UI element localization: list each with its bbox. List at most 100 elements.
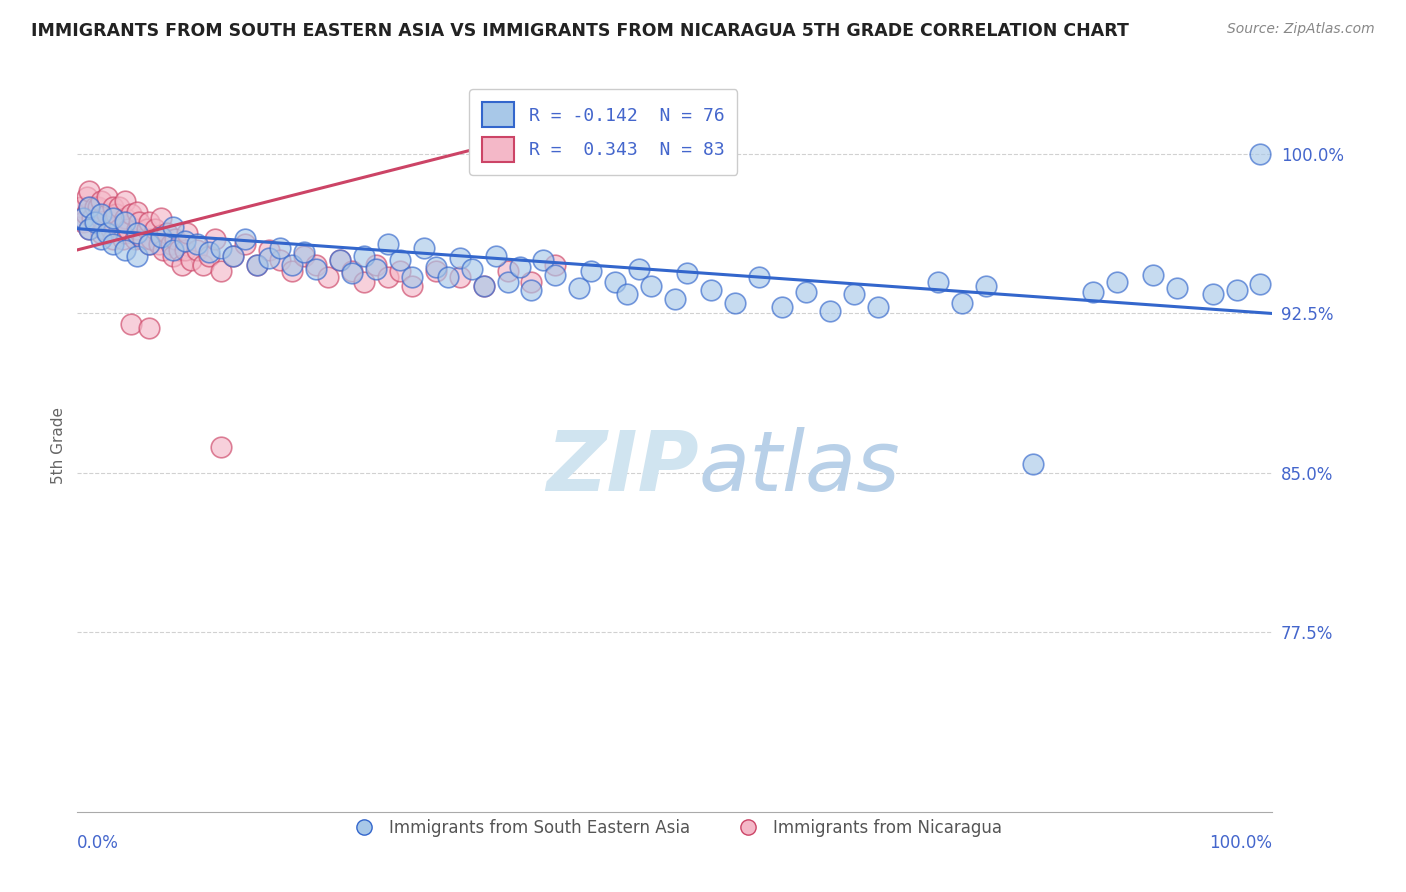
Point [114,226,136,240]
Point [342,264,364,278]
Point [138,215,160,229]
Point [305,262,328,277]
Point [165,232,187,246]
Point [449,252,471,266]
Point [120,317,142,331]
Point [209,264,232,278]
Point [520,275,543,289]
Point [103,232,124,246]
Point [257,243,280,257]
Point [79,221,101,235]
Point [927,275,949,289]
Point [425,260,447,274]
Point [772,300,794,314]
Point [104,207,127,221]
Point [84,215,107,229]
Point [138,321,160,335]
Point [90,211,112,225]
Point [640,279,662,293]
Point [80,211,103,225]
Point [96,190,118,204]
Point [103,236,124,251]
Text: atlas: atlas [699,427,900,508]
Point [388,264,412,278]
Point [496,275,519,289]
Point [292,245,315,260]
Point [90,226,112,240]
Point [86,201,108,215]
Point [117,221,139,235]
Point [103,201,124,215]
Point [1250,277,1272,291]
Point [79,201,101,215]
Point [401,270,423,285]
Point [72,211,94,225]
Point [76,190,98,204]
Point [353,249,375,263]
Point [150,228,173,243]
Point [128,215,150,229]
Point [1022,457,1045,471]
Point [472,279,495,293]
Point [388,253,412,268]
Point [84,201,107,215]
Text: 0.0%: 0.0% [77,834,120,852]
Point [724,296,747,310]
Point [132,232,155,246]
Point [544,268,567,283]
Point [246,258,269,272]
Point [366,258,388,272]
Point [509,260,531,274]
Point [1201,287,1223,301]
Point [150,211,173,225]
Point [413,241,436,255]
Point [342,266,364,280]
Point [796,285,818,300]
Point [120,207,142,221]
Point [152,243,174,257]
Point [844,287,866,301]
Point [103,215,124,229]
Point [79,184,101,198]
Point [605,275,627,289]
Point [461,262,484,277]
Point [437,270,460,285]
Point [520,283,543,297]
Point [377,270,399,285]
Point [108,221,131,235]
Point [700,283,723,297]
Point [616,287,638,301]
Point [79,201,101,215]
Point [84,215,107,229]
Point [180,253,202,268]
Point [1107,275,1129,289]
Point [156,226,179,240]
Point [377,236,399,251]
Text: 100.0%: 100.0% [1209,834,1272,852]
Point [167,243,190,257]
Point [79,221,101,235]
Point [472,279,495,293]
Point [96,226,118,240]
Point [197,249,219,263]
Point [90,207,112,221]
Point [114,243,136,257]
Point [111,232,134,246]
Point [868,300,890,314]
Point [628,262,651,277]
Point [246,258,269,272]
Point [127,204,149,219]
Point [568,281,591,295]
Point [93,221,115,235]
Point [449,270,471,285]
Point [748,270,770,285]
Point [159,236,181,251]
Point [209,440,232,454]
Point [72,215,94,229]
Point [401,279,423,293]
Point [1226,283,1249,297]
Point [150,230,173,244]
Point [162,249,184,263]
Point [141,232,163,246]
Point [114,194,136,208]
